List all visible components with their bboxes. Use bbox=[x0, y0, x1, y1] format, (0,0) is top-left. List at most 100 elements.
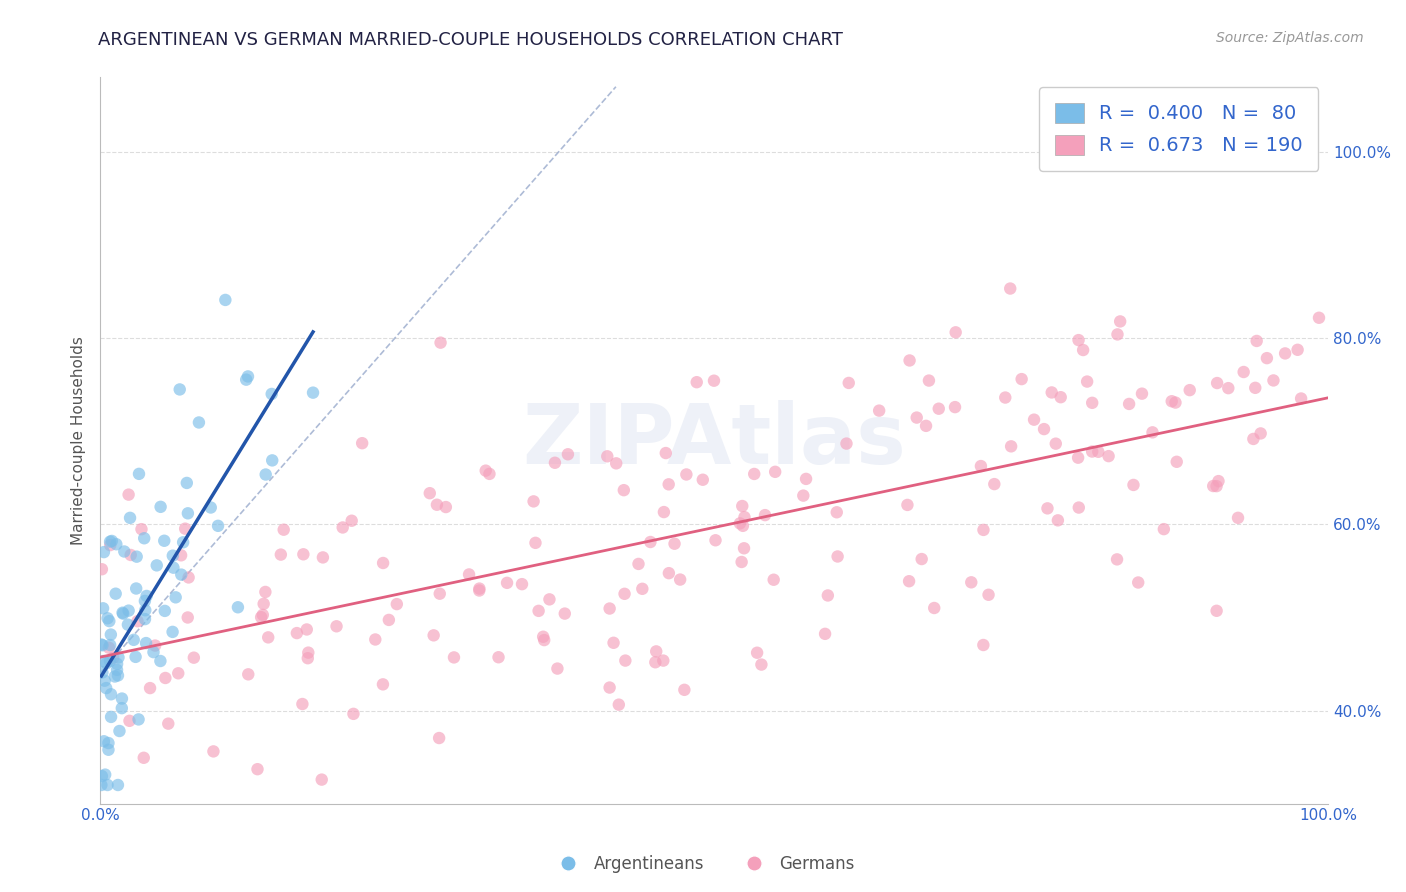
Point bbox=[105, 663, 128, 677]
Point bbox=[1256, 351, 1278, 365]
Point bbox=[128, 467, 150, 481]
Point bbox=[488, 650, 510, 665]
Point bbox=[172, 535, 194, 549]
Point bbox=[139, 681, 162, 695]
Point bbox=[104, 669, 127, 683]
Point bbox=[427, 731, 450, 745]
Point bbox=[1289, 392, 1312, 406]
Point bbox=[183, 650, 205, 665]
Point bbox=[342, 706, 364, 721]
Point bbox=[97, 736, 120, 750]
Point bbox=[1227, 511, 1250, 525]
Point bbox=[905, 410, 928, 425]
Point bbox=[1109, 314, 1132, 328]
Point bbox=[1022, 412, 1045, 426]
Point bbox=[125, 549, 148, 564]
Point bbox=[93, 654, 115, 668]
Point bbox=[132, 751, 155, 765]
Point bbox=[94, 767, 117, 781]
Point bbox=[378, 613, 401, 627]
Point bbox=[429, 335, 451, 350]
Point bbox=[124, 649, 146, 664]
Point bbox=[253, 597, 276, 611]
Point bbox=[898, 574, 921, 589]
Point bbox=[226, 600, 249, 615]
Point bbox=[631, 582, 654, 596]
Point bbox=[273, 523, 295, 537]
Point bbox=[675, 467, 697, 482]
Point bbox=[162, 549, 184, 563]
Point bbox=[117, 617, 139, 632]
Point bbox=[794, 472, 817, 486]
Point bbox=[101, 650, 124, 665]
Point bbox=[1218, 381, 1240, 395]
Point bbox=[1040, 385, 1063, 400]
Point bbox=[1000, 281, 1022, 295]
Point bbox=[352, 436, 374, 450]
Legend: Argentineans, Germans: Argentineans, Germans bbox=[546, 848, 860, 880]
Point bbox=[165, 591, 187, 605]
Point bbox=[1130, 386, 1153, 401]
Point bbox=[105, 657, 128, 671]
Point bbox=[101, 533, 124, 548]
Point bbox=[972, 638, 994, 652]
Text: Source: ZipAtlas.com: Source: ZipAtlas.com bbox=[1216, 31, 1364, 45]
Point bbox=[1105, 552, 1128, 566]
Point bbox=[792, 489, 814, 503]
Point bbox=[112, 544, 135, 558]
Point bbox=[97, 743, 120, 757]
Point bbox=[187, 416, 209, 430]
Point bbox=[252, 607, 274, 622]
Point bbox=[371, 556, 394, 570]
Point bbox=[443, 650, 465, 665]
Point bbox=[93, 734, 115, 748]
Point bbox=[945, 326, 967, 340]
Point bbox=[762, 573, 785, 587]
Point bbox=[763, 465, 786, 479]
Point bbox=[1241, 432, 1264, 446]
Point bbox=[254, 467, 277, 482]
Point bbox=[162, 624, 184, 639]
Point bbox=[143, 639, 166, 653]
Point bbox=[260, 387, 283, 401]
Point bbox=[1011, 372, 1033, 386]
Point bbox=[91, 601, 114, 615]
Point bbox=[149, 500, 172, 514]
Point bbox=[468, 582, 491, 596]
Point bbox=[1118, 397, 1140, 411]
Point bbox=[177, 610, 200, 624]
Point bbox=[134, 612, 156, 626]
Point bbox=[1000, 439, 1022, 453]
Point bbox=[364, 632, 387, 647]
Point bbox=[122, 632, 145, 647]
Point bbox=[673, 682, 696, 697]
Point bbox=[645, 644, 668, 658]
Point bbox=[538, 592, 561, 607]
Point bbox=[1097, 449, 1119, 463]
Point bbox=[1087, 444, 1109, 458]
Point bbox=[385, 597, 408, 611]
Point bbox=[97, 611, 120, 625]
Point bbox=[162, 560, 184, 574]
Point bbox=[311, 772, 333, 787]
Point bbox=[236, 369, 259, 384]
Point bbox=[170, 549, 193, 563]
Point bbox=[896, 498, 918, 512]
Point bbox=[640, 535, 662, 549]
Text: ZIPAtlas: ZIPAtlas bbox=[522, 400, 905, 481]
Point bbox=[478, 467, 501, 481]
Point bbox=[602, 636, 624, 650]
Point bbox=[1274, 346, 1296, 360]
Point bbox=[1202, 479, 1225, 493]
Point bbox=[510, 577, 533, 591]
Point bbox=[176, 475, 198, 490]
Point bbox=[157, 716, 180, 731]
Point bbox=[922, 601, 945, 615]
Point bbox=[1250, 426, 1272, 441]
Point bbox=[250, 610, 273, 624]
Point bbox=[557, 447, 579, 461]
Point bbox=[100, 687, 122, 701]
Point bbox=[814, 627, 837, 641]
Point bbox=[607, 698, 630, 712]
Point bbox=[149, 654, 172, 668]
